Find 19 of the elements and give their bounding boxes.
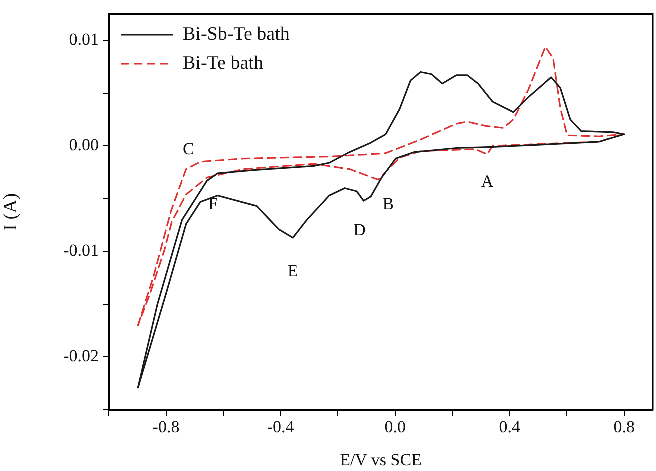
x-tick-label: -0.4: [267, 418, 295, 437]
x-tick-label: 0.4: [499, 418, 521, 437]
annotation: E: [288, 261, 298, 280]
y-tick-label: 0.01: [69, 30, 99, 50]
y-tick-label: -0.01: [64, 241, 99, 260]
legend-label: Bi-Te bath: [183, 52, 264, 76]
y-axis-title: I (A): [0, 193, 22, 231]
legend-label: Bi-Sb-Te bath: [183, 23, 290, 48]
annotation: A: [481, 172, 494, 192]
annotation: C: [182, 139, 194, 158]
x-tick-label: 0.8: [614, 418, 635, 437]
y-tick-label: -0.02: [64, 346, 99, 366]
y-tick-label: 0.00: [69, 136, 99, 155]
x-axis-title: E/V vs SCE: [340, 450, 422, 470]
annotation: D: [354, 220, 366, 240]
x-tick-label: 0.0: [384, 418, 406, 437]
annotation: F: [208, 194, 218, 214]
annotation: B: [382, 194, 394, 214]
x-tick-label: -0.8: [152, 418, 180, 437]
